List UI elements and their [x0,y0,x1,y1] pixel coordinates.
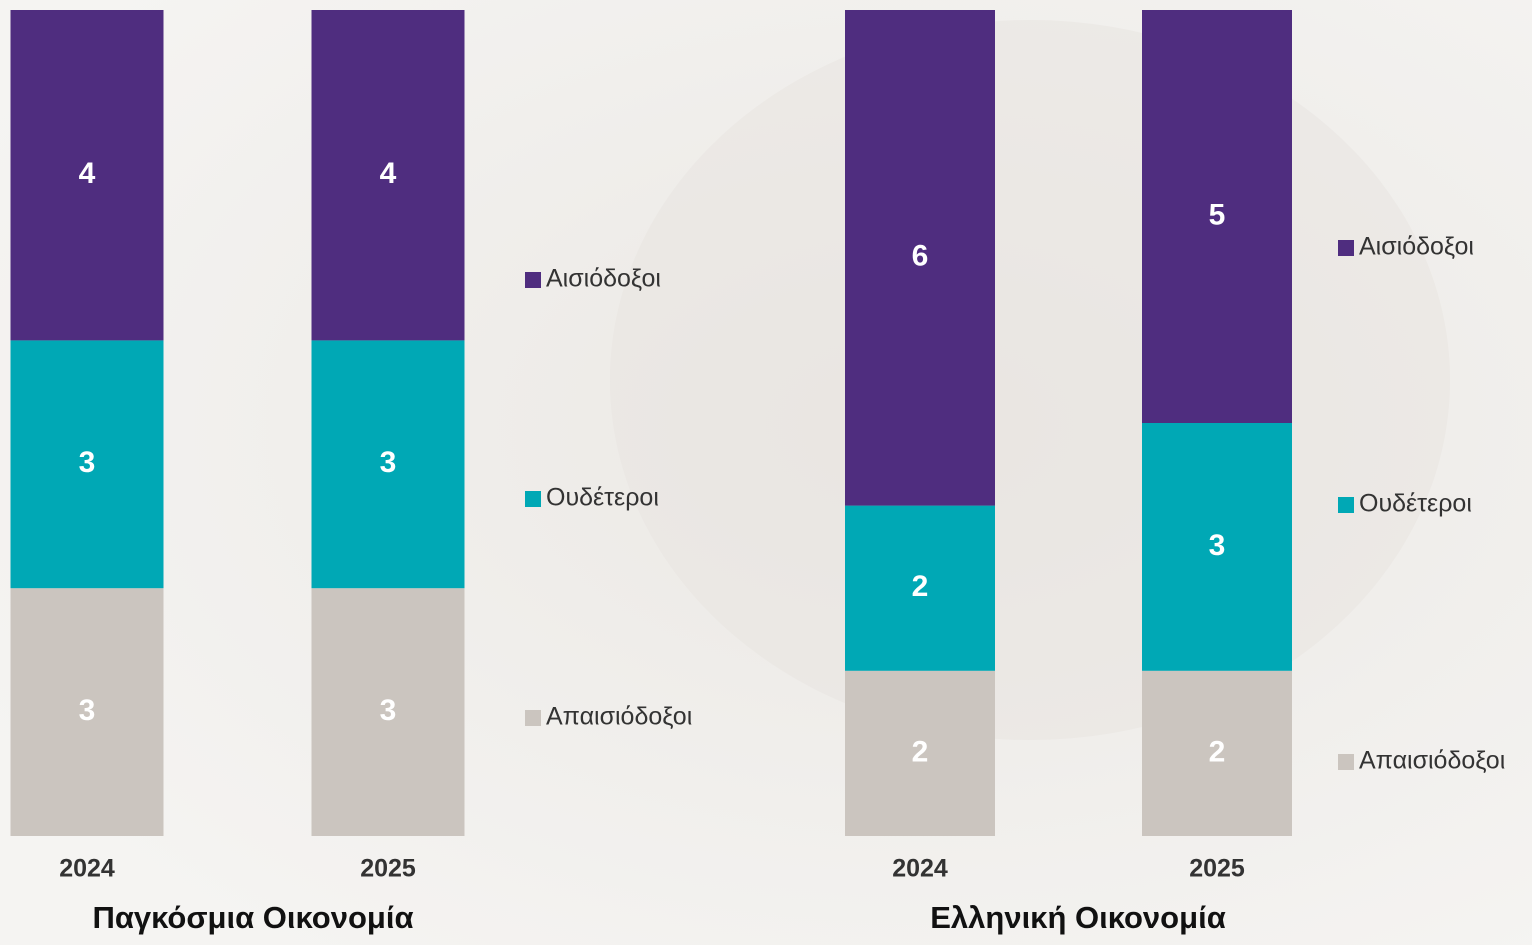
bar-segment [1142,670,1292,836]
bar-segment [10,340,164,589]
bar-segment [845,10,995,506]
data-label: 3 [1209,529,1226,562]
legend-swatch [525,272,541,288]
data-label: 5 [1209,198,1226,231]
chart-title: Παγκόσμια Οικονομία [92,900,413,935]
bar-segment [1142,423,1292,671]
data-label: 2 [912,570,929,603]
bar-segment [311,10,465,341]
data-label: 2 [912,735,929,768]
legend-label: Ουδέτεροι [1359,490,1472,518]
data-label: 6 [912,240,929,273]
legend-swatch [525,710,541,726]
legend-swatch [1338,240,1354,256]
bar-segment [845,505,995,671]
x-tick-label: 2025 [360,855,416,883]
bar-segment [311,340,465,589]
legend-label: Αισιόδοξοι [1359,233,1474,261]
x-tick-label: 2024 [59,855,115,883]
data-label: 3 [79,694,96,727]
legend-swatch [525,491,541,507]
bar-segment [845,670,995,836]
data-label: 2 [1209,735,1226,768]
background-shape [610,20,1450,740]
x-tick-label: 2024 [892,855,948,883]
bar-segment [10,588,164,836]
bar-segment [1142,10,1292,423]
legend-label: Ουδέτεροι [546,484,659,512]
data-label: 4 [79,157,96,190]
bar-segment [10,10,164,341]
x-tick-label: 2025 [1189,855,1245,883]
data-label: 3 [380,446,397,479]
data-label: 4 [380,157,397,190]
data-label: 3 [79,446,96,479]
legend-label: Απαισιόδοξοι [546,703,692,731]
chart-title: Ελληνική Οικονομία [930,900,1226,935]
legend-label: Απαισιόδοξοι [1359,747,1505,775]
legend-swatch [1338,497,1354,513]
legend-label: Αισιόδοξοι [546,265,661,293]
legend-swatch [1338,754,1354,770]
data-label: 3 [380,694,397,727]
bar-segment [311,588,465,836]
